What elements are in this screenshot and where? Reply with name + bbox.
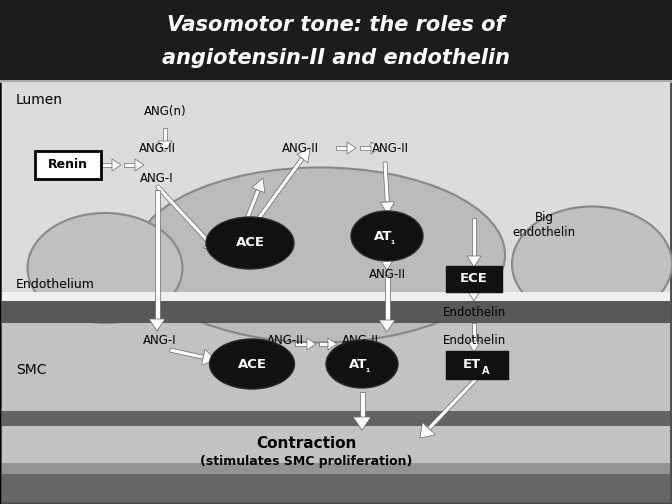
- Text: Endothelin: Endothelin: [442, 305, 505, 319]
- Polygon shape: [255, 157, 304, 223]
- FancyBboxPatch shape: [2, 323, 670, 483]
- FancyBboxPatch shape: [0, 80, 672, 83]
- FancyBboxPatch shape: [2, 411, 670, 426]
- Text: Renin: Renin: [48, 158, 88, 171]
- Polygon shape: [155, 184, 210, 244]
- Text: Contraction: Contraction: [256, 435, 356, 451]
- FancyBboxPatch shape: [124, 163, 135, 167]
- FancyBboxPatch shape: [2, 82, 670, 292]
- Text: Endothelin: Endothelin: [442, 334, 505, 347]
- FancyBboxPatch shape: [2, 292, 670, 301]
- Text: ₁: ₁: [366, 364, 370, 374]
- Text: ET: ET: [463, 358, 481, 371]
- Polygon shape: [307, 338, 316, 350]
- FancyBboxPatch shape: [2, 483, 670, 502]
- Ellipse shape: [512, 207, 672, 322]
- Text: endothelin: endothelin: [513, 225, 575, 238]
- Polygon shape: [135, 159, 144, 171]
- Text: ANG-II: ANG-II: [138, 142, 175, 155]
- FancyBboxPatch shape: [385, 259, 389, 264]
- FancyBboxPatch shape: [35, 151, 101, 179]
- Text: ACE: ACE: [237, 357, 267, 370]
- Polygon shape: [383, 162, 389, 202]
- FancyBboxPatch shape: [472, 290, 476, 291]
- FancyBboxPatch shape: [2, 301, 670, 323]
- Text: ANG-I: ANG-I: [143, 334, 177, 347]
- Polygon shape: [420, 422, 435, 438]
- Polygon shape: [169, 348, 204, 359]
- FancyBboxPatch shape: [163, 128, 167, 141]
- Polygon shape: [467, 341, 481, 352]
- Text: ANG-II: ANG-II: [267, 334, 304, 347]
- Ellipse shape: [206, 217, 294, 269]
- Text: Lumen: Lumen: [16, 93, 63, 107]
- Text: AT: AT: [374, 229, 392, 242]
- Text: A: A: [482, 366, 490, 376]
- FancyBboxPatch shape: [155, 190, 159, 319]
- Polygon shape: [467, 290, 481, 301]
- Polygon shape: [202, 349, 216, 365]
- Text: ECE: ECE: [460, 273, 488, 285]
- Polygon shape: [427, 376, 478, 430]
- Polygon shape: [353, 417, 371, 430]
- FancyBboxPatch shape: [101, 163, 112, 167]
- Ellipse shape: [351, 211, 423, 261]
- Polygon shape: [328, 338, 337, 350]
- Polygon shape: [296, 148, 310, 163]
- FancyBboxPatch shape: [472, 323, 476, 341]
- Polygon shape: [149, 319, 165, 331]
- FancyBboxPatch shape: [2, 474, 670, 502]
- Text: (stimulates SMC proliferation): (stimulates SMC proliferation): [200, 456, 412, 469]
- Polygon shape: [243, 190, 260, 225]
- FancyBboxPatch shape: [384, 275, 390, 320]
- Polygon shape: [112, 159, 121, 171]
- Text: Endothelium: Endothelium: [16, 279, 95, 291]
- FancyBboxPatch shape: [2, 463, 670, 475]
- Polygon shape: [467, 256, 481, 267]
- Polygon shape: [158, 141, 172, 152]
- Text: AT: AT: [349, 357, 367, 370]
- FancyBboxPatch shape: [336, 146, 347, 150]
- Text: ACE: ACE: [235, 236, 265, 249]
- Ellipse shape: [28, 213, 183, 323]
- Text: ₁: ₁: [391, 236, 395, 246]
- Text: Vasomotor tone: the roles of: Vasomotor tone: the roles of: [167, 15, 505, 35]
- Text: Big: Big: [534, 212, 554, 224]
- Text: ANG(n): ANG(n): [144, 105, 186, 118]
- Text: ANG-II: ANG-II: [341, 334, 378, 347]
- Ellipse shape: [210, 339, 294, 389]
- FancyBboxPatch shape: [2, 82, 670, 502]
- Polygon shape: [204, 237, 218, 252]
- Text: SMC: SMC: [16, 363, 46, 377]
- FancyBboxPatch shape: [319, 342, 328, 346]
- Polygon shape: [252, 178, 265, 193]
- Polygon shape: [380, 202, 394, 215]
- Ellipse shape: [326, 340, 398, 388]
- Text: angiotensin-II and endothelin: angiotensin-II and endothelin: [162, 48, 510, 68]
- Text: ANG-II: ANG-II: [368, 269, 405, 282]
- FancyBboxPatch shape: [295, 342, 307, 346]
- FancyBboxPatch shape: [472, 218, 476, 256]
- Polygon shape: [379, 320, 395, 332]
- FancyBboxPatch shape: [446, 266, 502, 292]
- FancyBboxPatch shape: [446, 351, 508, 379]
- Polygon shape: [380, 259, 394, 270]
- Text: ANG-II: ANG-II: [372, 142, 409, 155]
- Polygon shape: [347, 142, 356, 154]
- FancyBboxPatch shape: [360, 146, 371, 150]
- Text: ANG-I: ANG-I: [140, 171, 174, 184]
- Ellipse shape: [135, 167, 505, 343]
- Polygon shape: [371, 142, 380, 154]
- FancyBboxPatch shape: [360, 392, 364, 417]
- FancyBboxPatch shape: [0, 0, 672, 82]
- Text: ANG-II: ANG-II: [282, 142, 319, 155]
